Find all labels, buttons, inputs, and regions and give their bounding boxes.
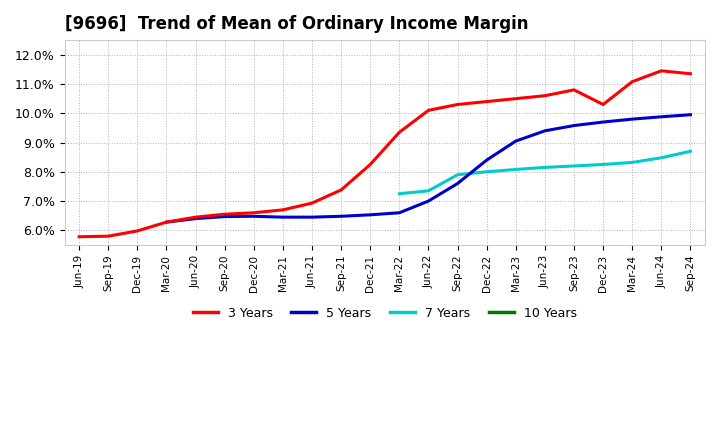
Legend: 3 Years, 5 Years, 7 Years, 10 Years: 3 Years, 5 Years, 7 Years, 10 Years [187,302,582,325]
Text: [9696]  Trend of Mean of Ordinary Income Margin: [9696] Trend of Mean of Ordinary Income … [65,15,528,33]
